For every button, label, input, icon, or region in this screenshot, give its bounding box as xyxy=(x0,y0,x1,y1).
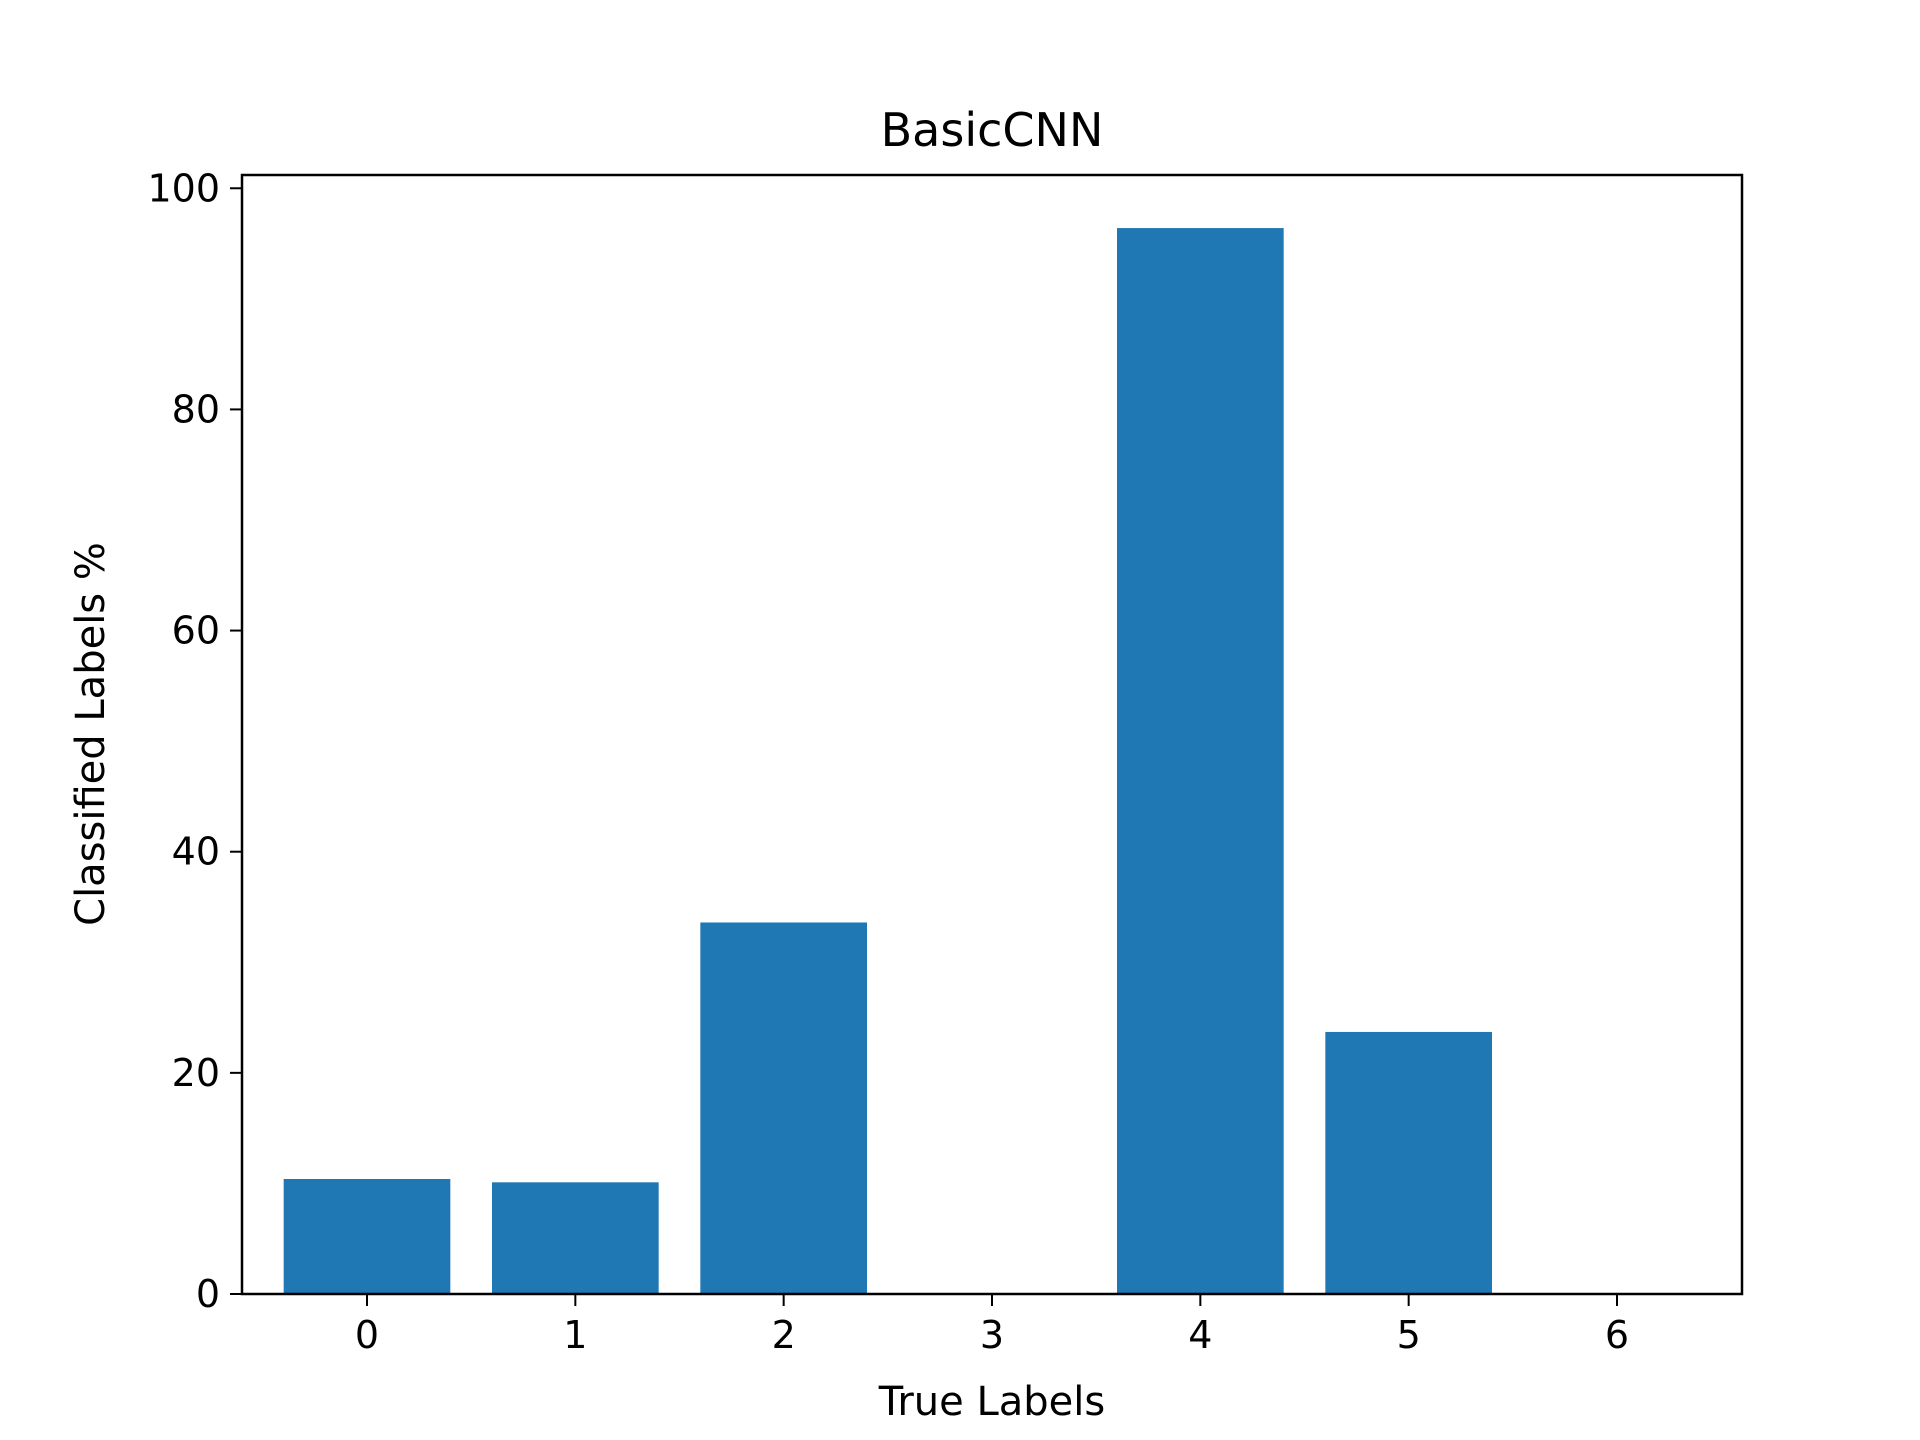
bar-5 xyxy=(1325,1031,1492,1294)
y-tick-label-60: 60 xyxy=(172,609,220,653)
y-tick-label-0: 0 xyxy=(196,1272,220,1316)
y-axis-ticks: 0 20 40 60 80 100 xyxy=(147,166,242,1316)
bars-group xyxy=(283,228,1492,1295)
bar-0 xyxy=(283,1179,451,1294)
bar-1 xyxy=(492,1182,659,1294)
y-tick-label-100: 100 xyxy=(147,166,220,210)
bar-2 xyxy=(700,922,867,1294)
x-tick-label-2: 2 xyxy=(772,1313,796,1357)
chart-title: BasicCNN xyxy=(881,103,1104,157)
x-tick-label-4: 4 xyxy=(1188,1313,1212,1357)
x-tick-label-5: 5 xyxy=(1397,1313,1421,1357)
y-axis-label: Classified Labels % xyxy=(68,542,114,926)
y-tick-label-40: 40 xyxy=(172,830,220,874)
x-tick-label-1: 1 xyxy=(563,1313,587,1357)
y-tick-label-20: 20 xyxy=(172,1051,220,1095)
y-tick-label-80: 80 xyxy=(172,387,220,431)
x-tick-label-6: 6 xyxy=(1605,1313,1629,1357)
x-tick-label-3: 3 xyxy=(980,1313,1004,1357)
bar-4 xyxy=(1117,228,1284,1295)
x-axis-ticks: 0 1 2 3 4 5 6 xyxy=(355,1294,1629,1357)
x-tick-label-0: 0 xyxy=(355,1313,379,1357)
x-axis-label: True Labels xyxy=(878,1379,1105,1425)
plot-frame xyxy=(240,173,1744,1296)
